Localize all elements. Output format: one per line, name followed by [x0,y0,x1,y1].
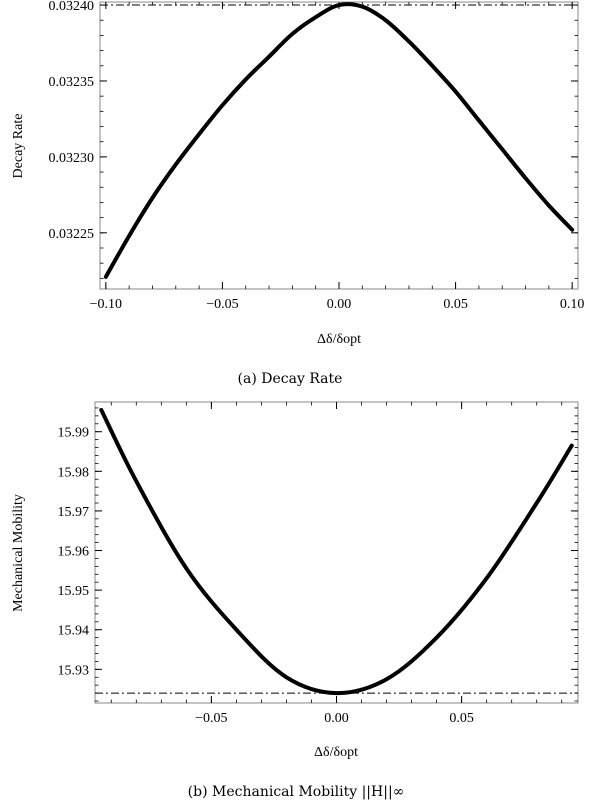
x-tick-label: −0.10 [90,297,122,312]
y-axis-label: Decay Rate [11,114,26,179]
y-tick-label: 0.03230 [49,151,95,166]
series-line [103,2,575,279]
x-axis-label: Δδ/δopt [314,745,358,760]
x-tick-label: 0.05 [443,297,468,312]
chart-decay-rate: −0.10 −0.05 0.00 0.05 0.10 0.03225 0.03230 0.03… [11,0,584,387]
x-tick-label: 0.05 [449,711,474,726]
y-tick-label: 15.94 [58,624,90,639]
series-line [99,407,574,696]
y-tick-label: 15.93 [58,663,90,678]
y-tick-label: 15.97 [58,505,90,520]
x-tick-label: 0.10 [560,297,585,312]
x-tick-label: 0.00 [327,297,352,312]
y-tick-label: 0.03235 [49,75,95,90]
y-tick-label: 15.99 [58,426,90,441]
y-tick-label: 15.98 [58,465,90,480]
x-axis-label: Δδ/δopt [317,332,361,347]
caption: (b) Mechanical Mobility ||H||∞ [188,784,405,800]
x-tick-label: −0.05 [206,297,238,312]
y-axis-label: Mechanical Mobility [11,494,26,612]
plot-frame [99,1,579,290]
caption: (a) Decay Rate [238,371,343,387]
y-tick-label: 15.96 [58,545,90,560]
x-tick-label: −0.05 [195,711,227,726]
x-tick-label: 0.00 [324,711,349,726]
chart-mechanical-mobility: −0.05 0.00 0.05 15.93 15.94 15.95 15.96 15.97 15… [11,401,579,800]
y-tick-label: 0.03240 [49,0,95,14]
y-tick-label: 0.03225 [49,227,95,242]
y-tick-label: 15.95 [58,584,90,599]
